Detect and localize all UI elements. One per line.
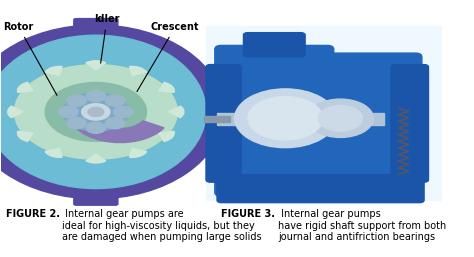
Circle shape [63,93,129,131]
Circle shape [106,95,125,106]
Circle shape [319,105,363,131]
FancyBboxPatch shape [215,45,334,196]
Circle shape [248,97,323,140]
Wedge shape [129,66,146,75]
Circle shape [82,104,110,120]
Circle shape [88,107,104,116]
Ellipse shape [0,25,224,199]
Circle shape [67,95,86,106]
Circle shape [59,106,78,117]
FancyBboxPatch shape [74,185,118,205]
Circle shape [235,89,336,148]
Wedge shape [8,106,23,118]
Circle shape [307,99,374,137]
Wedge shape [86,154,106,163]
Wedge shape [18,131,33,141]
Circle shape [67,117,86,129]
Wedge shape [45,148,62,157]
Circle shape [113,106,133,117]
FancyBboxPatch shape [244,33,305,57]
Wedge shape [86,61,106,70]
FancyBboxPatch shape [74,19,118,39]
Circle shape [106,117,125,129]
Wedge shape [18,82,33,92]
Circle shape [86,122,106,133]
Wedge shape [169,106,184,118]
FancyBboxPatch shape [391,65,428,182]
FancyBboxPatch shape [206,65,241,182]
Text: Idler: Idler [94,14,119,63]
Wedge shape [45,66,62,75]
Circle shape [45,82,146,141]
Wedge shape [159,131,174,141]
Bar [204,116,230,122]
Wedge shape [159,82,174,92]
Text: Crescent: Crescent [137,22,200,91]
FancyBboxPatch shape [312,53,422,189]
Bar [206,26,442,200]
Circle shape [86,90,106,102]
FancyBboxPatch shape [217,175,424,203]
Text: Internal gear pumps
have rigid shaft support from both
journal and antifriction : Internal gear pumps have rigid shaft sup… [278,209,446,242]
Text: Internal gear pumps are
ideal for high-viscosity liquids, but they
are damaged w: Internal gear pumps are ideal for high-v… [62,209,262,242]
Ellipse shape [0,35,206,189]
Circle shape [14,65,177,159]
Wedge shape [69,108,164,143]
Text: Rotor: Rotor [4,22,57,95]
Text: FIGURE 3.: FIGURE 3. [221,209,275,219]
Text: FIGURE 2.: FIGURE 2. [6,209,60,219]
Wedge shape [129,148,146,157]
Bar [217,113,384,125]
